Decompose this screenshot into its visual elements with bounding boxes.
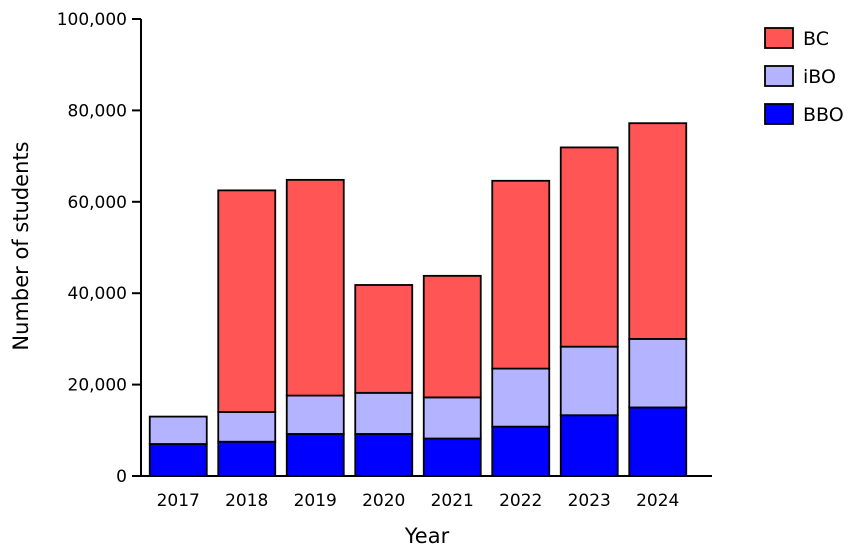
x-tick-label: 2023 [568, 491, 611, 511]
x-tick-label: 2019 [294, 491, 337, 511]
bars [148, 122, 688, 477]
bar-bbo-2017 [148, 443, 208, 477]
bar-ibo-2021 [422, 396, 482, 440]
bar-bbo-2020 [354, 433, 414, 477]
bar-bc-2024 [628, 122, 688, 340]
bar-bbo-2022 [491, 425, 551, 477]
y-tick-label: 80,000 [68, 101, 127, 121]
x-tick-label: 2022 [499, 491, 542, 511]
x-axis-title: Year [404, 524, 450, 548]
x-tick-label: 2017 [157, 491, 200, 511]
bar-ibo-2020 [354, 391, 414, 435]
bar-bbo-2019 [285, 433, 345, 477]
legend-swatch-bc [764, 27, 794, 49]
x-tick-label: 2018 [225, 491, 268, 511]
bar-ibo-2022 [491, 367, 551, 428]
bar-bbo-2024 [628, 406, 688, 477]
bar-bc-2020 [354, 284, 414, 394]
bar-bc-2021 [422, 274, 482, 399]
y-tick-label: 40,000 [68, 284, 127, 304]
bar-ibo-2024 [628, 337, 688, 409]
legend: BC iBO BBO [764, 27, 844, 126]
y-tick-label: 60,000 [68, 193, 127, 213]
bar-bbo-2023 [559, 414, 619, 477]
y-axis: 0 20,000 40,000 60,000 80,000 100,000 [57, 10, 142, 487]
bar-bc-2023 [559, 146, 619, 348]
legend-label-bc: BC [803, 28, 829, 50]
x-axis: 2017 2018 2019 2020 2021 2022 2023 2024 [141, 475, 712, 511]
y-tick-label: 20,000 [68, 376, 127, 396]
y-axis-title: Number of students [9, 141, 33, 350]
bar-ibo-2017 [148, 415, 208, 445]
legend-swatch-bbo [764, 103, 794, 125]
bar-bbo-2018 [217, 440, 277, 477]
legend-swatch-ibo [764, 65, 794, 87]
y-tick-label: 100,000 [57, 10, 127, 30]
bar-ibo-2023 [559, 345, 619, 417]
x-tick-label: 2021 [431, 491, 474, 511]
bar-bc-2022 [491, 179, 551, 370]
bar-ibo-2018 [217, 411, 277, 443]
y-tick-label: 0 [116, 467, 127, 487]
bar-bc-2018 [217, 189, 277, 413]
x-tick-label: 2020 [362, 491, 405, 511]
x-tick-label: 2024 [636, 491, 679, 511]
bar-bbo-2021 [422, 437, 482, 477]
bar-ibo-2019 [285, 394, 345, 435]
legend-label-ibo: iBO [803, 66, 836, 88]
bar-bc-2019 [285, 178, 345, 397]
legend-label-bbo: BBO [803, 104, 844, 126]
